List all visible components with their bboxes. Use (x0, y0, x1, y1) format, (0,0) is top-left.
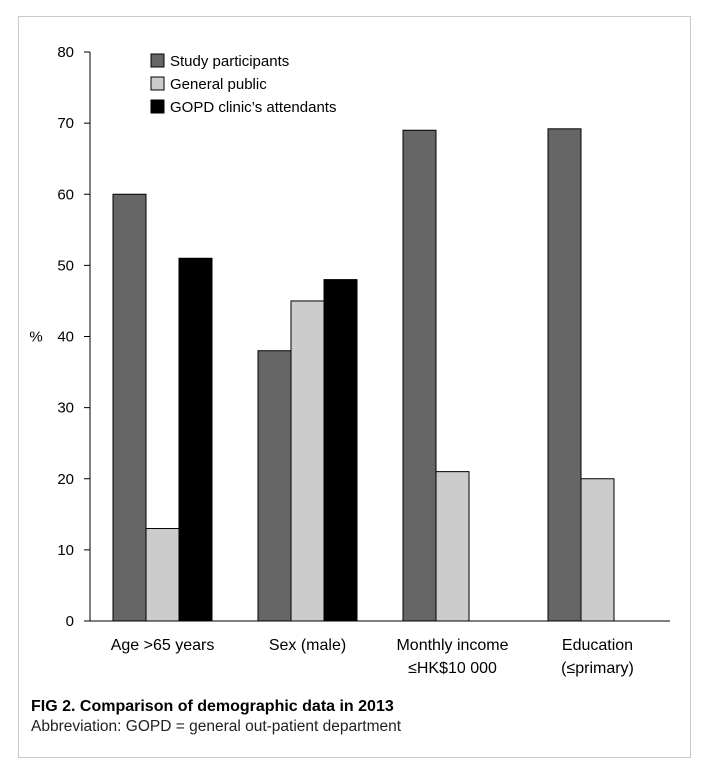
legend-swatch (150, 99, 165, 114)
figure-caption: FIG 2. Comparison of demographic data in… (31, 697, 401, 737)
legend-label: GOPD clinic’s attendants (170, 99, 336, 116)
bar-chart: 0 10 20 30 40 50 60 70 80% Age >65 years Sex (male… (29, 44, 670, 677)
y-tick-label: 50 (57, 257, 74, 274)
legend-swatch (150, 53, 165, 68)
bar (257, 350, 292, 622)
y-tick-label: 0 (66, 613, 74, 630)
bar (178, 257, 213, 622)
bar (402, 129, 437, 622)
bar (290, 300, 325, 622)
legend-label: Study participants (170, 53, 289, 70)
bar (435, 471, 470, 622)
y-tick-label: 20 (57, 471, 74, 488)
bar (547, 128, 582, 622)
x-tick-label: Sex (male) (269, 637, 346, 654)
bar (145, 528, 180, 622)
legend-swatch (150, 76, 165, 91)
y-tick-label: 40 (57, 329, 74, 346)
y-tick-label: 10 (57, 542, 74, 559)
caption-note: Abbreviation: GOPD = general out-patient… (31, 718, 402, 735)
x-tick-label: Education (562, 637, 633, 654)
y-tick-label: 70 (57, 115, 74, 132)
caption-title: FIG 2. Comparison of demographic data in… (31, 698, 394, 715)
y-tick-label: 60 (57, 186, 74, 203)
bar (323, 279, 358, 622)
x-tick-label: (≤primary) (561, 660, 634, 677)
bar (112, 193, 147, 622)
figure-frame (18, 16, 691, 758)
x-tick-label: ≤HK$10 000 (408, 660, 497, 677)
x-tick-label: Age >65 years (111, 637, 215, 654)
x-tick-label: Monthly income (396, 637, 508, 654)
y-axis-label: % (29, 329, 42, 346)
y-tick-label: 30 (57, 400, 74, 417)
bar (580, 478, 615, 622)
legend-label: General public (170, 76, 267, 93)
y-tick-label: 80 (57, 44, 74, 61)
